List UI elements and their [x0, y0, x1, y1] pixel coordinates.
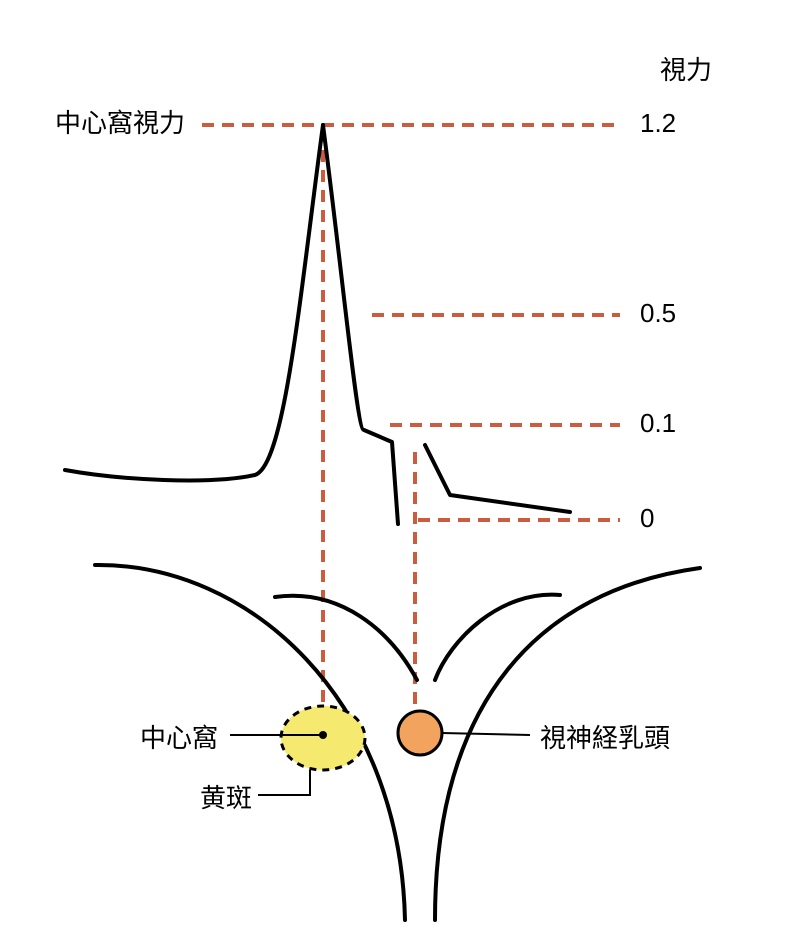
leader-optic-disc	[442, 733, 530, 735]
leader-macula	[258, 770, 310, 795]
visual-acuity-diagram: 視力 1.2 0.5 0.1 0 中心窩視力中心窩黄斑 視神経乳頭	[0, 0, 800, 947]
acuity-curve-after-gap	[425, 445, 570, 512]
scale-value-0: 1.2	[640, 108, 676, 138]
label-fovea: 中心窩	[140, 723, 218, 753]
optic-disc-circle	[398, 711, 442, 755]
acuity-curve-right	[323, 125, 398, 524]
label-fovea-acuity: 中心窩視力	[55, 108, 185, 138]
fovea-dot	[319, 731, 327, 739]
eye-inner-left	[275, 596, 417, 680]
scale-value-2: 0.1	[640, 408, 676, 438]
scale-value-1: 0.5	[640, 298, 676, 328]
scale-value-3: 0	[640, 503, 654, 533]
label-macula: 黄斑	[200, 783, 252, 813]
label-optic-disc: 視神経乳頭	[540, 723, 670, 753]
axis-title-label: 視力	[660, 55, 712, 85]
acuity-curve-left	[65, 125, 323, 480]
